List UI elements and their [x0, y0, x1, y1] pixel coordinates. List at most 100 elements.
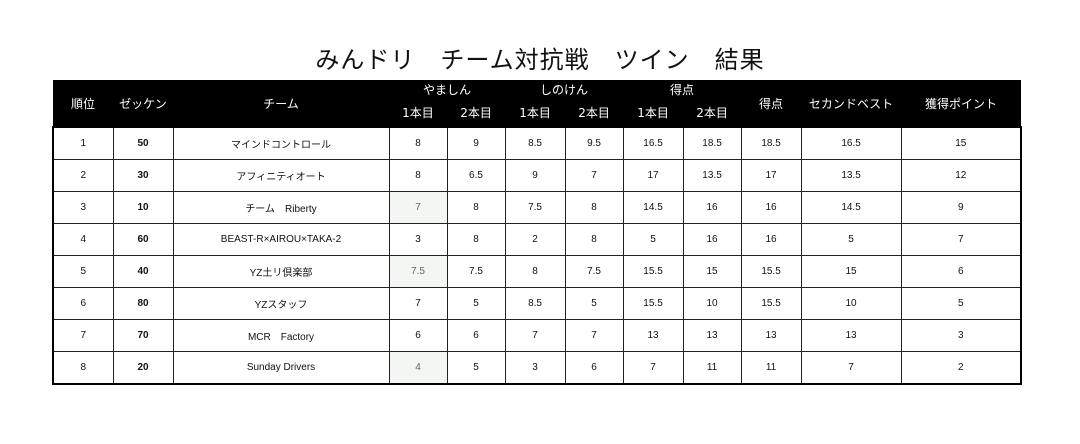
header-team: チーム: [173, 80, 389, 127]
earned-points-cell: 15: [900, 126, 1023, 160]
shinoken-run2-cell: 6: [564, 351, 624, 385]
score-run2-cell: 16: [682, 191, 742, 224]
header-score-run1: 1本目: [623, 98, 684, 127]
shinoken-run2-cell: 7.5: [564, 255, 624, 288]
yamashin-run1-cell: 7: [388, 287, 448, 320]
yamashin-run2-cell: 7.5: [446, 255, 506, 288]
team-name-cell: チーム Riberty: [172, 191, 390, 224]
score-run1-cell: 13: [622, 319, 684, 352]
header-row-runs: 1本目 2本目 1本目 2本目 1本目 2本目: [53, 98, 1021, 127]
second-best-cell: 15: [800, 255, 902, 288]
score-run1-cell: 5: [622, 223, 684, 256]
table-row: 5 40 YZ土リ倶楽部 7.5 7.5 8 7.5 15.5 15 15.5 15 6: [52, 255, 1023, 288]
yamashin-run2-cell: 6: [446, 319, 506, 352]
header-group-shinoken: しのけん: [505, 80, 624, 98]
zekken-cell: 80: [112, 287, 174, 320]
score-cell: 13: [740, 319, 802, 352]
zekken-cell: 50: [112, 126, 174, 160]
team-name-cell: YZスタッフ: [172, 287, 390, 320]
score-run1-cell: 15.5: [622, 255, 684, 288]
earned-points-cell: 3: [900, 319, 1023, 352]
score-run2-cell: 16: [682, 223, 742, 256]
rank-cell: 8: [52, 351, 114, 385]
shinoken-run1-cell: 8.5: [504, 126, 566, 160]
yamashin-run2-cell: 5: [446, 351, 506, 385]
yamashin-run1-cell: 7.5: [388, 255, 448, 288]
shinoken-run1-cell: 7: [504, 319, 566, 352]
header-group-yamashin: やましん: [389, 80, 506, 98]
table-row: 8 20 Sunday Drivers 4 5 3 6 7 11 11 7 2: [52, 351, 1023, 385]
yamashin-run1-cell: 4: [388, 351, 448, 385]
zekken-cell: 30: [112, 159, 174, 192]
score-run2-cell: 13: [682, 319, 742, 352]
shinoken-run1-cell: 8: [504, 255, 566, 288]
earned-points-cell: 6: [900, 255, 1023, 288]
score-run1-cell: 16.5: [622, 126, 684, 160]
shinoken-run2-cell: 7: [564, 319, 624, 352]
header-group-score: 得点: [623, 80, 742, 98]
earned-points-cell: 7: [900, 223, 1023, 256]
earned-points-cell: 5: [900, 287, 1023, 320]
score-run2-cell: 15: [682, 255, 742, 288]
team-name-cell: アフィニティオート: [172, 159, 390, 192]
header-rank: 順位: [53, 80, 113, 127]
team-name-cell: Sunday Drivers: [172, 351, 390, 385]
table-row: 4 60 BEAST-R×AIROU×TAKA-2 3 8 2 8 5 16 16 5 7: [52, 223, 1023, 256]
shinoken-run1-cell: 9: [504, 159, 566, 192]
header-yamashin-run1: 1本目: [389, 98, 447, 127]
shinoken-run1-cell: 3: [504, 351, 566, 385]
results-table-body: 1 50 マインドコントロール 8 9 8.5 9.5 16.5 18.5 18.5 16.5 15 2…: [52, 126, 1023, 385]
yamashin-run1-cell: 8: [388, 159, 448, 192]
rank-cell: 1: [52, 126, 114, 160]
yamashin-run2-cell: 5: [446, 287, 506, 320]
score-cell: 16: [740, 191, 802, 224]
team-name-cell: マインドコントロール: [172, 126, 390, 160]
score-run2-cell: 11: [682, 351, 742, 385]
shinoken-run2-cell: 7: [564, 159, 624, 192]
zekken-cell: 20: [112, 351, 174, 385]
shinoken-run2-cell: 8: [564, 223, 624, 256]
score-cell: 18.5: [740, 126, 802, 160]
score-run1-cell: 17: [622, 159, 684, 192]
yamashin-run1-cell: 7: [388, 191, 448, 224]
second-best-cell: 5: [800, 223, 902, 256]
results-table: 順位 ゼッケン チーム やましん しのけん 得点 得点 セカンドベスト 獲得ポイ…: [52, 80, 1023, 385]
shinoken-run1-cell: 2: [504, 223, 566, 256]
second-best-cell: 14.5: [800, 191, 902, 224]
yamashin-run2-cell: 8: [446, 191, 506, 224]
table-row: 6 80 YZスタッフ 7 5 8.5 5 15.5 10 15.5 10 5: [52, 287, 1023, 320]
rank-cell: 7: [52, 319, 114, 352]
shinoken-run2-cell: 5: [564, 287, 624, 320]
shinoken-run1-cell: 7.5: [504, 191, 566, 224]
score-run2-cell: 13.5: [682, 159, 742, 192]
header-zekken: ゼッケン: [113, 80, 173, 127]
yamashin-run1-cell: 6: [388, 319, 448, 352]
score-cell: 17: [740, 159, 802, 192]
score-run1-cell: 7: [622, 351, 684, 385]
second-best-cell: 10: [800, 287, 902, 320]
second-best-cell: 16.5: [800, 126, 902, 160]
header-points: 得点: [741, 80, 802, 127]
team-name-cell: YZ土リ倶楽部: [172, 255, 390, 288]
score-cell: 16: [740, 223, 802, 256]
yamashin-run2-cell: 8: [446, 223, 506, 256]
header-earned-points: 獲得ポイント: [901, 80, 1022, 127]
score-run2-cell: 10: [682, 287, 742, 320]
zekken-cell: 40: [112, 255, 174, 288]
second-best-cell: 13: [800, 319, 902, 352]
rank-cell: 3: [52, 191, 114, 224]
table-row: 1 50 マインドコントロール 8 9 8.5 9.5 16.5 18.5 18.5 16.5 15: [52, 126, 1023, 160]
yamashin-run1-cell: 8: [388, 126, 448, 160]
rank-cell: 5: [52, 255, 114, 288]
score-cell: 11: [740, 351, 802, 385]
team-name-cell: BEAST-R×AIROU×TAKA-2: [172, 223, 390, 256]
earned-points-cell: 12: [900, 159, 1023, 192]
yamashin-run1-cell: 3: [388, 223, 448, 256]
score-cell: 15.5: [740, 287, 802, 320]
header-shinoken-run1: 1本目: [505, 98, 566, 127]
shinoken-run2-cell: 9.5: [564, 126, 624, 160]
score-run1-cell: 14.5: [622, 191, 684, 224]
earned-points-cell: 2: [900, 351, 1023, 385]
second-best-cell: 13.5: [800, 159, 902, 192]
rank-cell: 4: [52, 223, 114, 256]
